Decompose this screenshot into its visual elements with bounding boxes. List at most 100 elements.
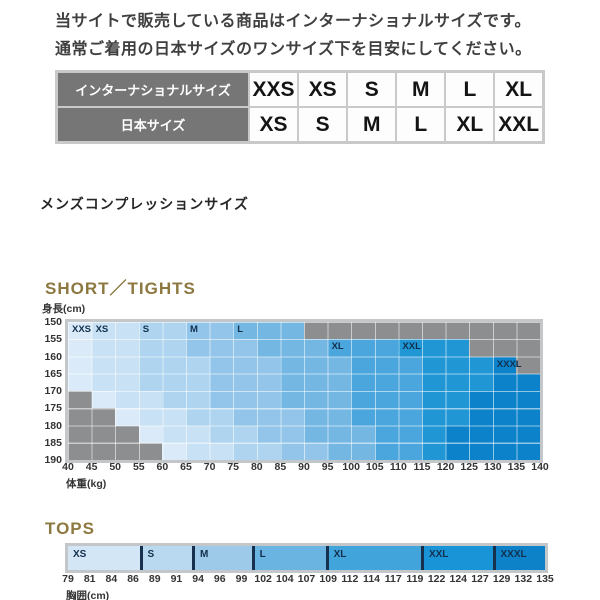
chest-tick: 122 xyxy=(427,573,446,585)
chest-tick: 114 xyxy=(363,573,381,585)
chest-tick: 99 xyxy=(235,573,248,585)
size-region-xs xyxy=(91,373,139,391)
heatmap-plot-area: XXS XS S M L XL XXL XXXL xyxy=(68,322,540,460)
tops-size-bar: XS S M L XL XXL XXXL xyxy=(65,543,548,573)
tops-title: TOPS xyxy=(45,519,95,538)
tops-segment-s: S xyxy=(139,546,193,570)
chart-size-label: XS xyxy=(95,324,109,335)
table-size-cell: XXL xyxy=(493,106,545,144)
unavailable-cell xyxy=(469,339,540,357)
weight-tick: 140 xyxy=(531,461,549,473)
size-region-xxs xyxy=(162,442,186,460)
table-size-cell: XL xyxy=(444,106,496,144)
chest-tick: 127 xyxy=(471,573,489,585)
size-region-xxs xyxy=(68,373,92,391)
table-size-cell: M xyxy=(395,70,447,108)
size-region-xxxl xyxy=(445,425,540,443)
tops-segment-xxl: XXL xyxy=(420,546,493,570)
mens-compression-title: メンズコンプレッションサイズ xyxy=(40,196,249,212)
size-region-xxs xyxy=(68,356,92,374)
chest-tick: 94 xyxy=(192,573,204,585)
weight-tick: 110 xyxy=(389,461,407,473)
weight-tick: 70 xyxy=(203,461,216,473)
chest-tick: 102 xyxy=(254,573,272,585)
size-region-l xyxy=(233,322,304,340)
tops-segment-label: XS xyxy=(73,549,87,560)
shorts-tights-chart: XXS XS S M L XL XXL XXXL xyxy=(65,319,543,463)
weight-tick: 75 xyxy=(227,461,240,473)
size-region-s xyxy=(138,373,210,391)
weight-tick: 105 xyxy=(366,461,384,473)
size-region-xs xyxy=(91,356,139,374)
table-header-cell: インターナショナルサイズ xyxy=(55,70,250,108)
weight-tick: 40 xyxy=(62,461,74,473)
size-region-m xyxy=(233,408,304,426)
chest-axis-label: 胸囲(cm) xyxy=(66,590,110,600)
table-size-cell: L xyxy=(395,106,447,144)
tops-segment-xxxl: XXXL xyxy=(492,546,545,570)
tops-segment-m: M xyxy=(192,546,252,570)
size-conversion-table: インターナショナルサイズ XXS XS S M L XL 日本サイズ XS S M L XL XXL xyxy=(55,70,545,144)
size-region-xxxl xyxy=(445,442,540,460)
height-tick: 160 xyxy=(44,350,62,363)
chart-size-label: XL xyxy=(331,341,344,353)
chest-tick: 86 xyxy=(127,573,139,585)
weight-tick: 80 xyxy=(250,461,263,473)
size-region-m xyxy=(186,339,257,357)
chest-tick: 89 xyxy=(148,573,161,585)
size-region-xl xyxy=(374,442,422,460)
size-region-s xyxy=(138,339,186,357)
height-axis-label: 身長(cm) xyxy=(42,303,86,315)
size-region-m xyxy=(209,391,281,409)
chest-tick: 104 xyxy=(276,573,294,585)
size-region-l xyxy=(256,339,328,357)
size-region-l xyxy=(304,408,352,426)
tops-segment-label: XXXL xyxy=(500,549,527,560)
weight-tick: 45 xyxy=(85,461,98,473)
size-region-xxs xyxy=(68,339,92,357)
size-region-s xyxy=(233,442,281,460)
tops-segment-label: XXL xyxy=(428,549,449,560)
size-region-m xyxy=(209,356,281,374)
unavailable-cell xyxy=(68,425,139,443)
table-size-cell: L xyxy=(444,70,496,108)
height-tick: 155 xyxy=(44,333,62,346)
size-region-xxl xyxy=(422,408,470,426)
chart-size-label: XXS xyxy=(72,324,92,335)
size-region-l xyxy=(327,442,375,460)
notice-line-2: 通常ご着用の日本サイズのワンサイズ下を目安にしてください。 xyxy=(55,41,532,58)
size-region-xs xyxy=(186,442,234,460)
size-region-xxxl xyxy=(469,408,540,426)
size-region-m xyxy=(209,373,281,391)
height-tick: 185 xyxy=(44,436,62,449)
tops-segment-label: L xyxy=(259,549,266,560)
size-region-xl xyxy=(351,373,422,391)
chest-tick: 96 xyxy=(213,573,226,585)
unavailable-cell xyxy=(68,442,163,460)
chest-tick: 132 xyxy=(514,573,533,585)
tops-segment-label: M xyxy=(200,549,209,560)
size-region-xxxl xyxy=(469,391,540,409)
height-tick: 165 xyxy=(44,367,62,380)
size-region-xl xyxy=(351,356,422,374)
chest-tick: 79 xyxy=(62,573,74,585)
size-region-s xyxy=(209,425,257,443)
chart-size-label: XXXL xyxy=(496,358,522,370)
size-region-xxl xyxy=(422,442,446,460)
japan-size-row: 日本サイズ XS S M L XL XXL xyxy=(55,106,545,144)
chest-tick: 112 xyxy=(341,573,359,585)
weight-tick: 55 xyxy=(132,461,145,473)
table-size-cell: XXS xyxy=(247,70,300,108)
tops-segment-label: XL xyxy=(333,549,347,560)
unavailable-cell xyxy=(68,408,116,426)
size-region-xl xyxy=(351,391,422,409)
size-region-l xyxy=(280,356,352,374)
chart-size-label: XXL xyxy=(402,341,421,353)
chest-tick: 135 xyxy=(536,573,554,585)
chest-tick: 109 xyxy=(319,573,337,585)
table-size-cell: XL xyxy=(493,70,545,108)
size-region-l xyxy=(304,425,375,443)
size-region-xxl xyxy=(422,425,446,443)
shorts-tights-title: SHORT／TIGHTS xyxy=(45,279,196,298)
notice-line-1: 当サイトで販売している商品はインターナショナルサイズです。 xyxy=(55,13,531,30)
